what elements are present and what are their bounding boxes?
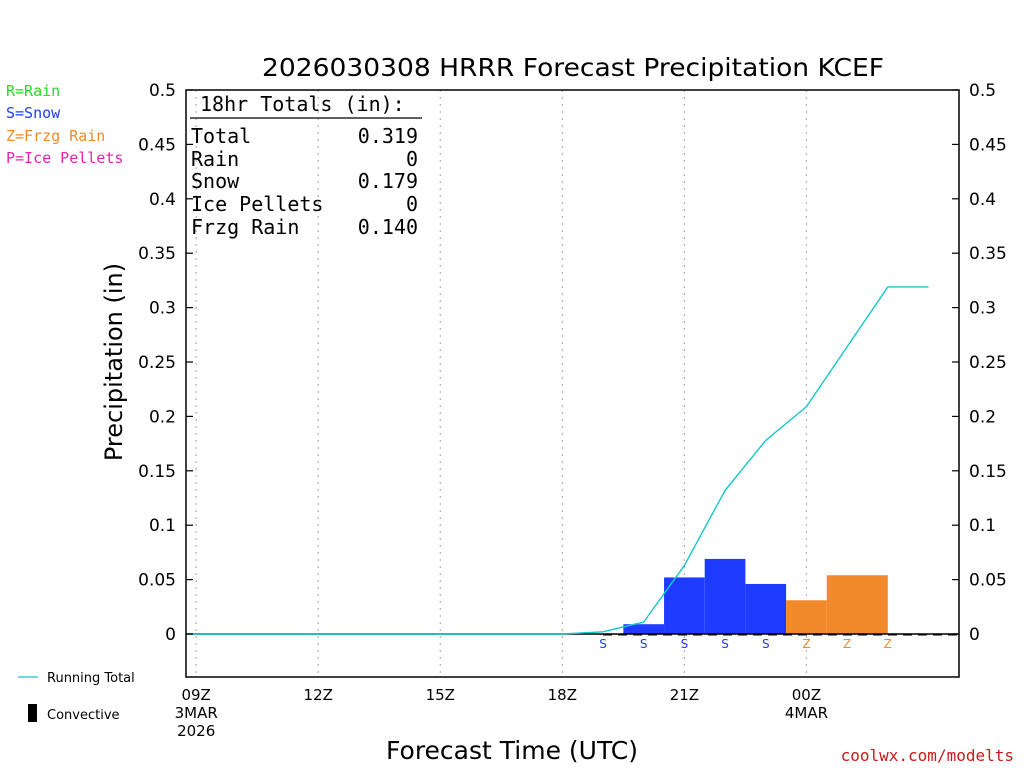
y-tick-label-right-8: 0.4 (969, 190, 996, 210)
y-tick-label-left-9: 0.45 (138, 135, 176, 155)
y-tick-label-right-3: 0.15 (969, 462, 1007, 482)
precip-bar-4 (786, 600, 827, 634)
y-tick-label-right-4: 0.2 (969, 407, 996, 427)
x-tick-label-3-0: 18Z (548, 686, 577, 704)
totals-label-snow: Snow (191, 169, 240, 193)
y-tick-label-right-2: 0.1 (969, 516, 996, 536)
y-tick-label-left-5: 0.25 (138, 353, 176, 373)
x-tick-label-4-0: 21Z (670, 686, 699, 704)
y-tick-label-right-10: 0.5 (969, 81, 996, 101)
y-tick-label-left-8: 0.4 (149, 190, 176, 210)
running-total-line (186, 286, 929, 635)
y-axis-label: Precipitation (in) (100, 263, 128, 461)
precip-bar-5 (826, 575, 888, 634)
totals-box: 18hr Totals (in): Total 0.319 Rain 0 Sno… (190, 92, 422, 239)
y-tick-label-right-9: 0.45 (969, 135, 1007, 155)
x-tick-label-0-0: 09Z (181, 686, 210, 704)
x-axis-label: Forecast Time (UTC) (386, 736, 638, 765)
legend-snow: S=Snow (6, 104, 61, 122)
totals-value-rain: 0 (406, 147, 418, 171)
ptype-marker-0: S (599, 637, 607, 651)
x-tick-label-2-0: 15Z (426, 686, 455, 704)
y-tick-label-right-1: 0.05 (969, 571, 1007, 591)
x-tick-label-5-1: 4MAR (785, 704, 828, 722)
y-tick-label-right-0: 0 (969, 625, 980, 645)
chart-title: 2026030308 HRRR Forecast Precipitation K… (262, 53, 884, 82)
legend-convective: Convective (47, 708, 120, 723)
x-tick-label-0-2: 2026 (177, 722, 215, 740)
ptype-marker-3: S (721, 637, 729, 651)
legend-frzg-rain: Z=Frzg Rain (6, 127, 105, 145)
running-total-polyline (186, 286, 929, 635)
precip-bar-3 (745, 583, 787, 634)
precip-bar-2 (704, 558, 746, 634)
y-tick-label-left-7: 0.35 (138, 244, 176, 264)
y-tick-label-right-7: 0.35 (969, 244, 1007, 264)
ptype-marker-5: Z (802, 637, 810, 651)
totals-label-frzg-rain: Frzg Rain (191, 215, 299, 239)
totals-label-ice-pellets: Ice Pellets (191, 192, 323, 216)
totals-label-total: Total (191, 124, 251, 148)
y-tick-label-right-5: 0.25 (969, 353, 1007, 373)
x-tick-label-1-0: 12Z (304, 686, 333, 704)
ptype-marker-1: S (640, 637, 648, 651)
y-tick-label-left-2: 0.1 (149, 516, 176, 536)
totals-label-rain: Rain (191, 147, 239, 171)
legend-convective-swatch (28, 704, 37, 722)
y-axis-ticks: 0 0 0.05 0.05 0.1 0.1 0.15 0.15 0.2 0.2 0.25 0.25 0.… (138, 81, 1007, 645)
y-tick-label-left-3: 0.15 (138, 462, 176, 482)
precip-bar-1 (664, 577, 705, 634)
site-credit: coolwx.com/modelts (841, 746, 1014, 765)
x-tick-label-0-1: 3MAR (175, 704, 218, 722)
x-tick-label-5-0: 00Z (792, 686, 821, 704)
legend-ice-pellets: P=Ice Pellets (6, 149, 123, 167)
y-tick-label-left-4: 0.2 (149, 407, 176, 427)
totals-value-total: 0.319 (358, 124, 418, 148)
totals-value-frzg-rain: 0.140 (358, 215, 418, 239)
legend-rain: R=Rain (6, 82, 60, 100)
y-tick-label-left-10: 0.5 (149, 81, 176, 101)
y-tick-label-left-0: 0 (165, 625, 176, 645)
y-tick-label-left-6: 0.3 (149, 299, 176, 319)
totals-value-ice-pellets: 0 (406, 192, 418, 216)
plot-frame (185, 89, 960, 678)
y-tick-label-left-1: 0.05 (138, 571, 176, 591)
totals-value-snow: 0.179 (358, 169, 418, 193)
ptype-marker-2: S (681, 637, 689, 651)
legend-running-total: Running Total (47, 671, 135, 686)
ptype-marker-6: Z (843, 637, 851, 651)
y-tick-label-right-6: 0.3 (969, 299, 996, 319)
totals-header: 18hr Totals (in): (200, 92, 405, 116)
ptype-marker-4: S (762, 637, 770, 651)
precip-bars (623, 558, 888, 634)
ptype-marker-7: Z (884, 637, 892, 651)
precip-bar-0 (623, 624, 665, 634)
